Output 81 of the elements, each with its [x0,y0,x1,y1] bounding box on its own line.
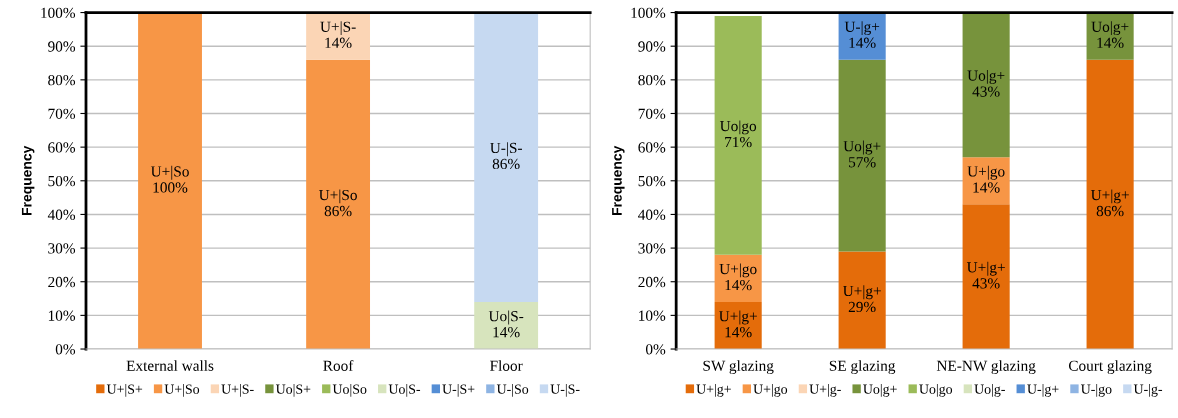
data-label: U+|So 100% [150,165,189,193]
y-axis-title: Frequency [612,145,625,215]
y-tick-label: 70% [638,108,666,119]
legend-label: U-|g+ [1027,384,1059,397]
legend-label: U+|go [753,384,788,397]
y-tick-label: 80% [638,74,666,86]
y-axis-title: Frequency [21,145,35,215]
data-label: U+|go 14% [967,165,1005,193]
data-label: U-|S- 86% [490,142,522,170]
legend-label: U+|S+ [106,384,143,397]
y-tick-label: 20% [638,276,666,288]
y-tick-label: 70% [48,108,76,119]
legend-label: U+|S- [221,384,254,397]
bar [838,12,886,60]
data-label: Uo|g+ 43% [967,69,1005,97]
y-tick-label: 60% [638,142,666,153]
bar [838,251,886,350]
bar [962,157,1010,205]
bar [714,15,762,255]
y-tick-label: 90% [638,41,666,52]
data-label: U+|g+ 29% [842,285,881,313]
y-tick-label: 40% [638,209,666,220]
bar [962,204,1010,350]
y-tick-label: 40% [47,209,76,220]
y-tick-label: 30% [638,243,666,254]
legend-label: Uo|g- [974,384,1005,397]
data-label: U+|g+ 14% [719,310,757,338]
y-tick-label: 100% [41,7,76,19]
x-tick-label: SE glazing [829,360,896,375]
bar [714,254,762,302]
data-label: Uo|g+ 57% [843,140,881,168]
bar [306,59,371,350]
data-label: Uo|go 71% [719,120,757,148]
y-tick-label: 0% [55,344,76,355]
y-tick-label: 50% [48,175,76,187]
data-label: U+|go 14% [719,263,757,291]
data-label: Uo|S- 14% [488,310,524,338]
x-tick-label: Roof [323,359,354,371]
bar [838,59,886,252]
data-label: U-|g+ 14% [844,21,880,48]
y-tick-label: 100% [631,7,666,19]
y-tick-label: 80% [48,74,76,86]
x-tick-label: External walls [126,360,214,371]
data-label: Uo|g+ 14% [1091,21,1129,48]
y-tick-label: 90% [48,41,76,52]
bar [474,301,539,350]
x-tick-label: Court glazing [1068,360,1152,375]
legend-label: U+|g+ [696,384,731,397]
bar [962,12,1010,158]
bar [714,301,762,350]
legend-label: U+|So [164,384,200,397]
legend-label: Uo|S+ [275,384,311,397]
data-label: U+|S- 14% [320,21,356,48]
legend-label: U-|S+ [442,384,475,397]
bar [1086,12,1134,60]
legend-label: Uo|go [919,384,953,397]
legend-label: U-|g- [1133,384,1163,397]
data-label: U+|g+ 43% [966,261,1005,289]
legend-label: U-|So [496,384,529,397]
bar [1086,59,1134,350]
bar [474,12,539,302]
legend-label: Uo|S- [388,384,421,397]
y-tick-label: 50% [638,175,666,187]
x-tick-label: Floor [490,360,523,371]
y-tick-label: 10% [48,310,76,321]
data-label: U+|So 86% [318,189,357,217]
legend-label: U-|S- [550,384,580,397]
bar [138,12,202,350]
legend-label: Uo|So [332,384,367,397]
y-tick-label: 10% [639,310,666,321]
y-tick-label: 0% [645,344,666,355]
y-tick-label: 60% [48,142,76,153]
x-tick-label: NE-NW glazing [936,360,1036,375]
y-tick-label: 30% [48,243,76,254]
legend-label: U+|g- [809,384,841,397]
data-label: U+|g+ 86% [1090,189,1129,217]
legend-label: Uo|g+ [863,384,897,397]
x-tick-label: SW glazing [703,360,774,375]
bar [306,12,371,60]
y-tick-label: 20% [48,276,76,288]
legend-label: U-|go [1081,384,1112,397]
